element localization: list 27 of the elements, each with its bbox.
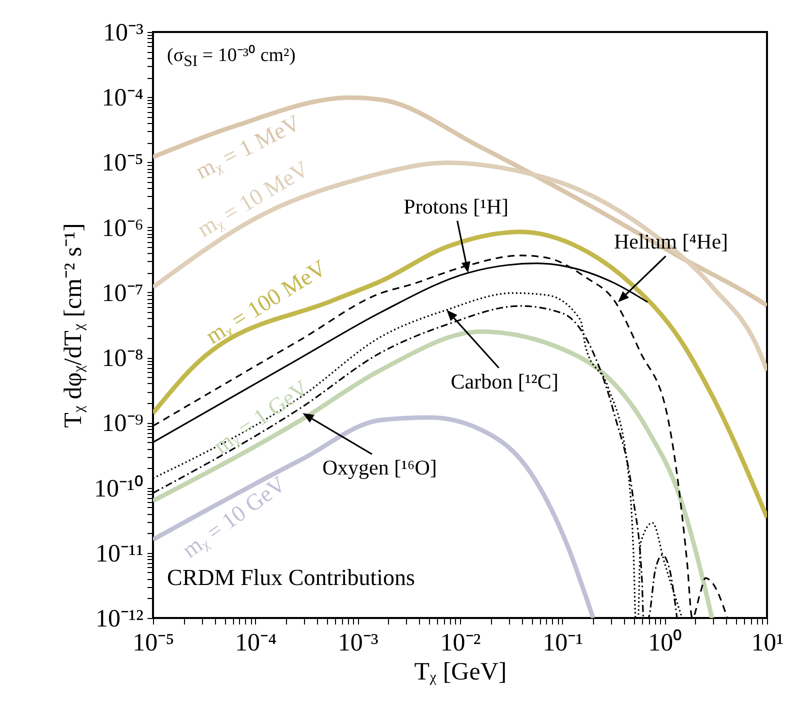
text: mᵪ = 1 GeV [209, 375, 314, 459]
y-tick-label: 10⁻⁴ [102, 84, 144, 112]
text: mᵪ = 10 GeV [178, 471, 290, 562]
y-tick-label: 10⁻¹⁰ [94, 474, 144, 502]
y-tick-label: 10⁻⁸ [102, 345, 144, 372]
x-axis-title: Tᵪ [GeV] [414, 658, 507, 686]
x-tick-label: 10⁻⁴ [234, 630, 277, 656]
annotation: Carbon [¹²C] [450, 369, 558, 394]
y-tick-label: 10⁻¹² [96, 606, 144, 632]
x-tick-label: 10⁻² [440, 630, 481, 656]
x-tick-label: 10¹ [751, 630, 784, 656]
annotation: Oxygen [¹⁶O] [322, 456, 437, 480]
y-tick-label: 10⁻⁷ [102, 280, 144, 307]
x-tick-label: 10⁻³ [338, 630, 379, 656]
x-tick-label: 10⁰ [648, 628, 682, 656]
y-tick-label: 10⁻⁶ [102, 214, 144, 242]
annotation: Protons [¹H] [404, 194, 509, 218]
y-tick-label: 10⁻⁵ [102, 150, 144, 177]
x-tick-label: 10⁻⁵ [132, 630, 174, 656]
x-tick-label: 10⁻¹ [542, 630, 584, 656]
y-axis-title: Tᵪ dφᵪ/dTᵪ [cm⁻² s⁻¹] [60, 223, 88, 428]
y-tick-label: 10⁻¹¹ [96, 540, 144, 568]
annotation: CRDM Flux Contributions [167, 565, 415, 590]
y-tick-label: 10⁻⁹ [102, 410, 144, 438]
y-tick-label: 10⁻³ [103, 20, 144, 46]
annotation: (σ$_{SI}$ = 10⁻³⁰ cm²) [167, 45, 296, 70]
annotation: Helium [⁴He] [614, 230, 728, 254]
